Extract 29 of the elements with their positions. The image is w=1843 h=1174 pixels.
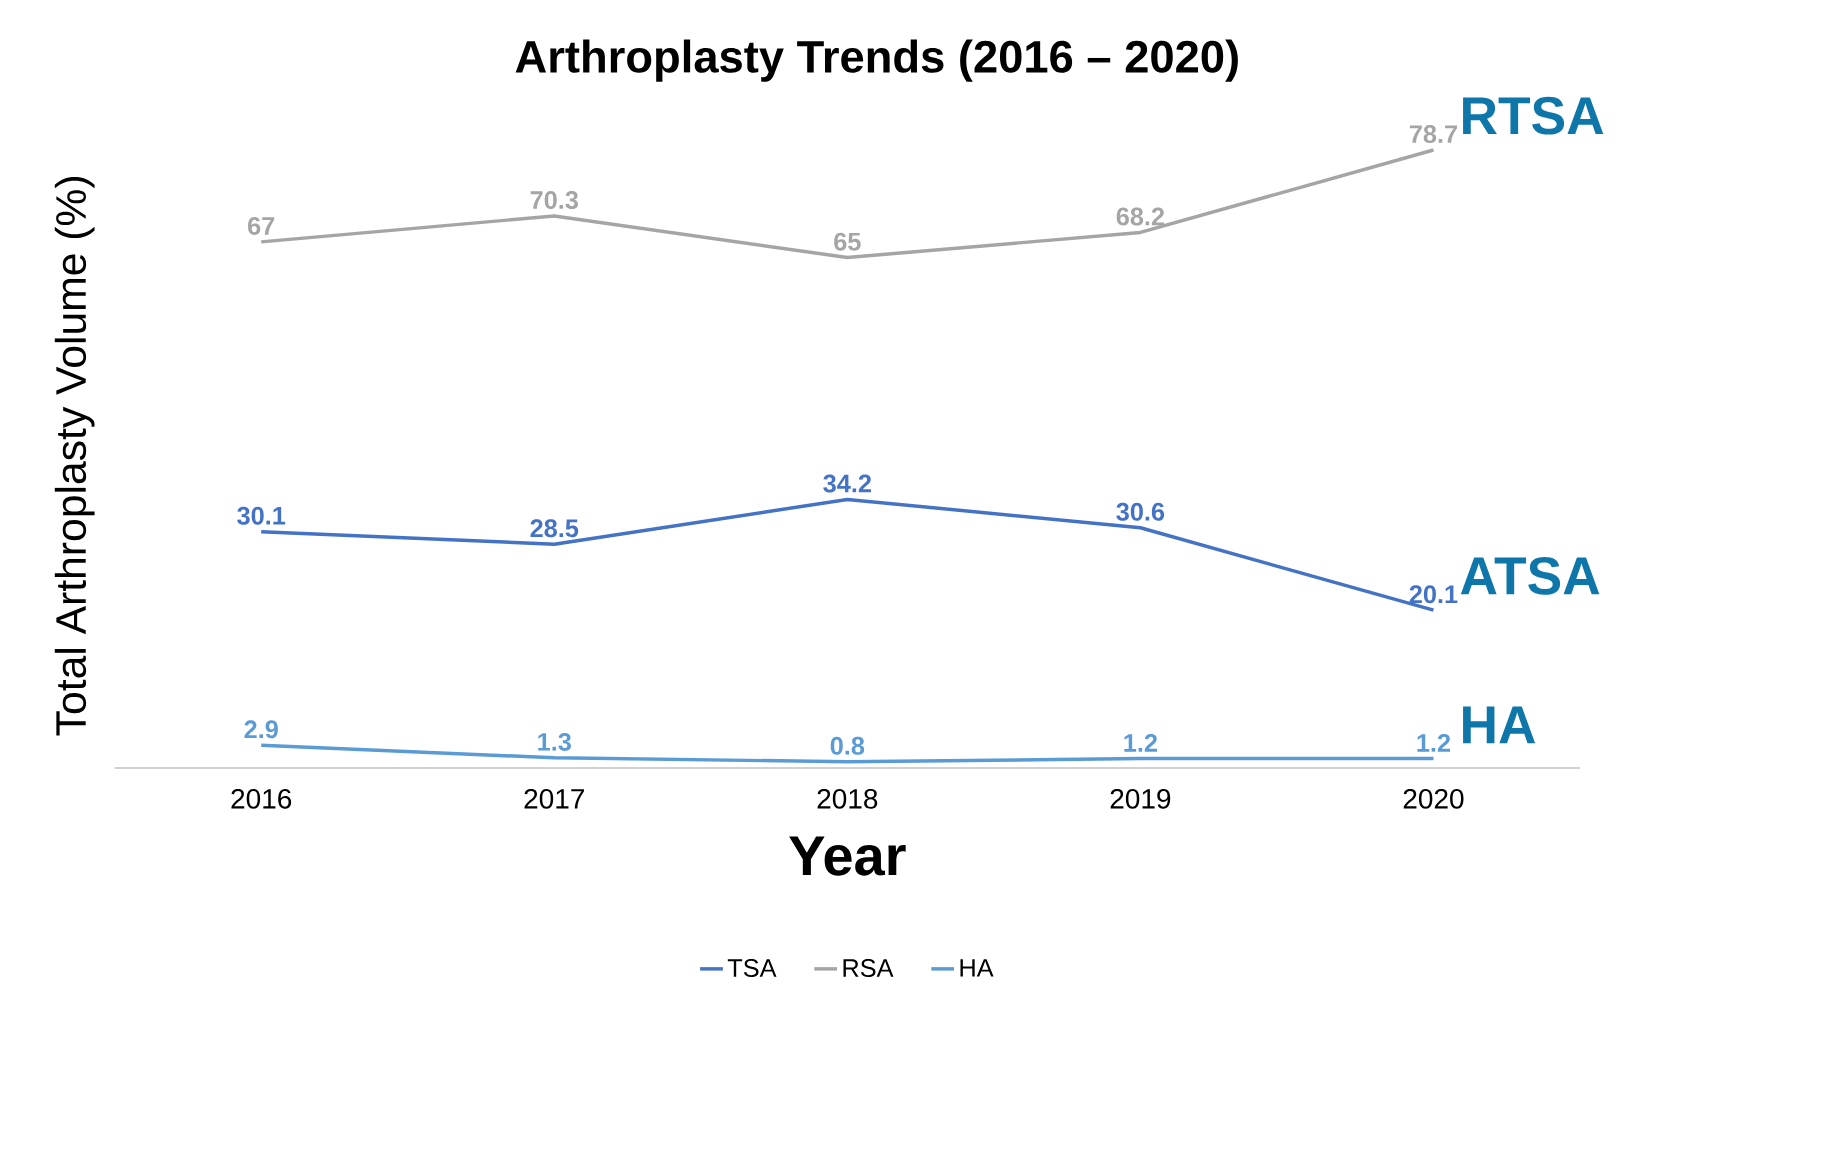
data-label: 28.5 [530,519,579,538]
data-label: 34.2 [823,474,871,493]
data-label: 1.3 [538,732,571,751]
annotation: RTSA [1463,96,1604,135]
annotation: ATSA [1460,557,1600,595]
data-label: 1.2 [1417,733,1451,752]
annotation: HA [1463,706,1536,744]
chart-title: Arthroplasty Trends (2016 – 2020) [515,39,1238,82]
x-tick-label: 2018 [817,788,878,809]
data-label: 65 [834,232,861,251]
data-label: 67 [248,216,275,235]
y-axis-title: Total Arthroplasty Volume (%) [54,177,95,736]
x-tick-label: 2020 [1403,788,1464,809]
x-tick-label: 2017 [524,788,584,809]
data-label: 1.2 [1124,733,1157,752]
data-label: 70.3 [530,191,578,210]
legend-label: HA [960,959,994,977]
data-label: 68.2 [1116,207,1165,226]
x-axis-title: Year [789,836,906,876]
x-tick-label: 2019 [1110,788,1171,809]
data-label: 20.1 [1409,585,1458,604]
data-label: 30.1 [237,506,286,525]
x-tick-label: 2016 [231,788,292,809]
data-label: 30.6 [1116,502,1165,521]
data-label: 0.8 [830,736,865,755]
legend-label: RSA [843,959,894,977]
legend-label: TSA [727,959,777,977]
data-label: 78.7 [1409,125,1457,144]
data-label: 2.9 [244,720,278,739]
